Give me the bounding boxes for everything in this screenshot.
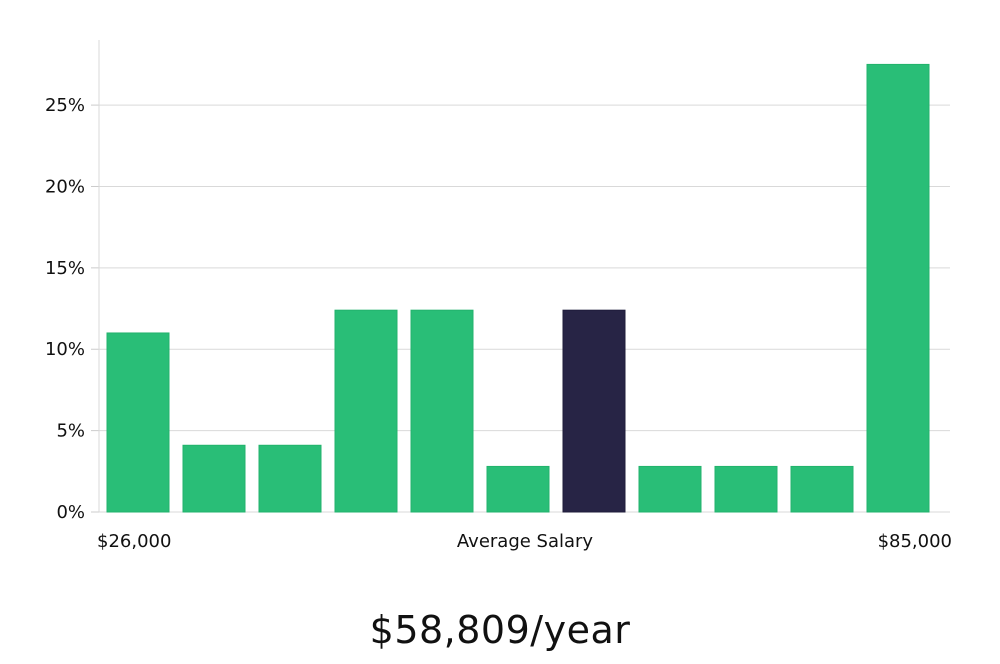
average-salary-value: $58,809/year — [369, 608, 631, 652]
y-tick-label: 20% — [45, 176, 85, 197]
bar — [486, 465, 550, 513]
y-tick-label: 15% — [45, 258, 85, 279]
y-tick-label: 10% — [45, 339, 85, 360]
bar — [714, 465, 778, 513]
bar-layer — [106, 63, 930, 513]
axis-layer: 0% 5% 10% 15% 20% 25% — [45, 40, 950, 523]
x-min-label: $26,000 — [97, 531, 171, 552]
bar — [790, 465, 854, 513]
y-tick-label: 25% — [45, 95, 85, 116]
bar — [866, 63, 930, 513]
bar — [258, 444, 322, 513]
label-layer: $26,000 Average Salary $85,000 — [97, 531, 952, 552]
bar — [410, 309, 474, 513]
y-tick-label: 5% — [56, 421, 85, 442]
x-axis-title: Average Salary — [457, 531, 594, 552]
grid-layer — [99, 104, 950, 432]
bar-highlighted — [562, 309, 626, 513]
bar — [638, 465, 702, 513]
bar — [106, 332, 170, 513]
y-tick-label: 0% — [56, 502, 85, 523]
x-max-label: $85,000 — [878, 531, 952, 552]
bar — [334, 309, 398, 513]
bar — [182, 444, 246, 513]
